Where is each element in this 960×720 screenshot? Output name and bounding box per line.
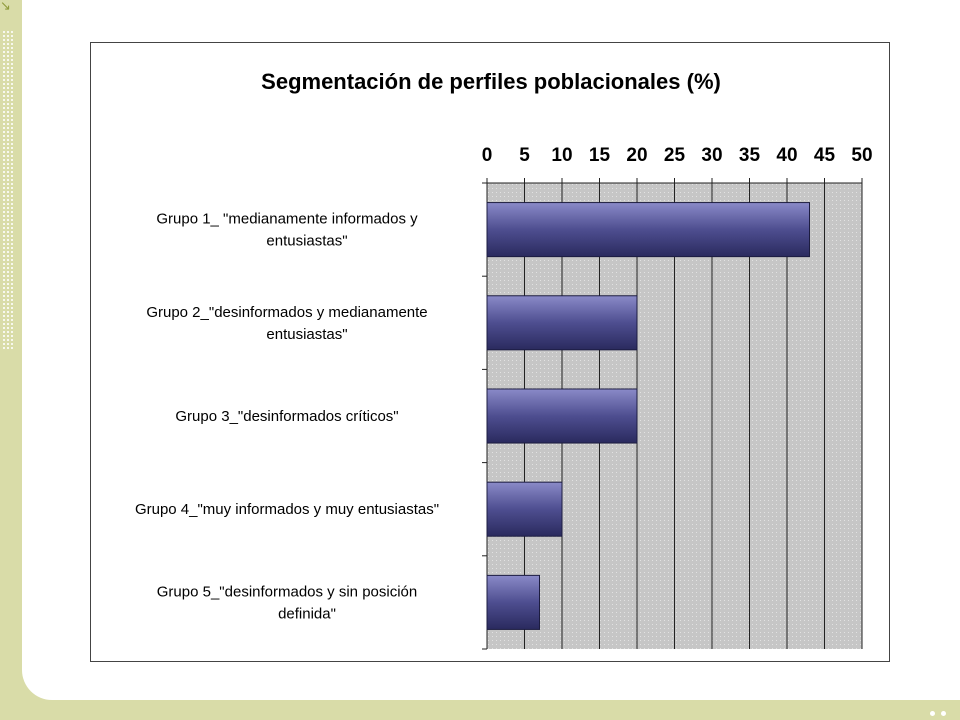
category-label-line: Grupo 4_"muy informados y muy entusiasta… — [135, 501, 439, 518]
x-tick-label: 50 — [851, 145, 872, 166]
x-tick-label: 40 — [776, 145, 797, 166]
x-tick-label: 15 — [589, 145, 611, 166]
bar — [486, 574, 540, 630]
x-tick-label: 0 — [482, 145, 493, 166]
x-tick-label: 35 — [739, 145, 761, 166]
category-label-line: Grupo 1_ "medianamente informados y — [156, 211, 418, 228]
x-tick-label: 20 — [626, 145, 647, 166]
category-label: Grupo 1_ "medianamente informados y entus… — [156, 211, 418, 250]
bar — [486, 202, 810, 258]
decorative-dot-pattern — [2, 30, 14, 350]
category-label: Grupo 2_"desinformados y medianamente ent… — [146, 304, 427, 343]
bar — [486, 481, 563, 537]
category-label: Grupo 4_"muy informados y muy entusiasta… — [135, 501, 439, 518]
category-label: Grupo 5_"desinformados y sin posición def… — [157, 583, 417, 622]
category-label-line: entusiastas" — [266, 326, 347, 343]
category-label-line: entusiastas" — [266, 233, 347, 250]
arrow-icon: ↘ — [0, 0, 11, 14]
chart-title: Segmentación de perfiles poblacionales (… — [261, 69, 721, 94]
x-tick-label: 25 — [664, 145, 686, 166]
slide-nav-dots — [930, 711, 946, 716]
x-tick-label: 45 — [814, 145, 836, 166]
chart-frame: Segmentación de perfiles poblacionales (… — [90, 42, 890, 662]
category-label-line: definida" — [278, 605, 336, 622]
category-label-line: Grupo 2_"desinformados y medianamente — [146, 304, 427, 321]
x-tick-label: 5 — [519, 145, 530, 166]
x-tick-label: 10 — [551, 145, 572, 166]
category-label: Grupo 3_"desinformados críticos" — [175, 408, 398, 425]
bar-chart: Segmentación de perfiles poblacionales (… — [135, 69, 873, 650]
category-label-line: Grupo 3_"desinformados críticos" — [175, 408, 398, 425]
bar — [486, 388, 638, 444]
bar — [486, 295, 638, 351]
x-tick-label: 30 — [701, 145, 722, 166]
category-label-line: Grupo 5_"desinformados y sin posición — [157, 583, 417, 600]
